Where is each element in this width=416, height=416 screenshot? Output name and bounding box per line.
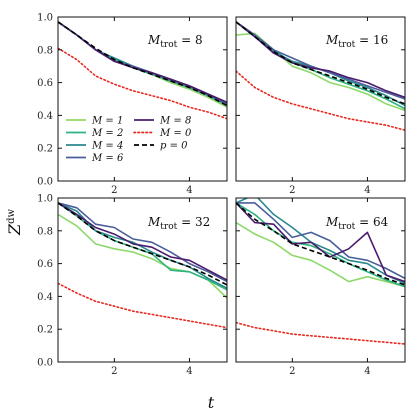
panel-frame xyxy=(235,16,406,182)
series-group xyxy=(236,21,405,131)
y-tick-label: 1.0 xyxy=(37,194,53,205)
legend-label: M = 4 xyxy=(91,141,123,152)
y-tick-label: 0.2 xyxy=(37,144,53,155)
legend-label: M = 8 xyxy=(159,116,191,127)
series-line-m0 xyxy=(236,70,405,131)
series-line-m6 xyxy=(58,202,227,283)
panel-label: Mtrot = 16 xyxy=(325,33,388,50)
series-line-m0 xyxy=(58,282,227,329)
x-tick-label: 4 xyxy=(364,366,370,377)
x-tick-label: 2 xyxy=(289,185,295,196)
series-line-p0 xyxy=(58,21,227,107)
legend-label: M = 1 xyxy=(91,116,123,127)
panel-frame xyxy=(235,197,406,363)
legend-label: M = 2 xyxy=(91,128,123,139)
y-tick-label: 0.6 xyxy=(37,259,53,270)
series-line-m6 xyxy=(236,202,405,280)
y-tick-label: 0.0 xyxy=(37,177,53,188)
series-line-p0 xyxy=(236,21,405,105)
panel-label: Mtrot = 8 xyxy=(147,33,203,50)
series-group xyxy=(236,198,405,345)
series-line-m1 xyxy=(236,221,405,288)
ticks: 0.0 0.2 0.4 0.6 0.8 1.0 2 4 xyxy=(37,194,227,377)
series-line-m0 xyxy=(58,47,227,120)
ticks: 0.0 0.2 0.4 0.6 0.8 1.0 2 4 xyxy=(37,13,227,196)
y-tick-label: 0.6 xyxy=(37,78,53,89)
x-tick-label: 2 xyxy=(111,185,117,196)
series-line-p0 xyxy=(58,202,227,286)
series-line-m4 xyxy=(236,198,405,285)
legend-label: p = 0 xyxy=(160,141,188,152)
legend: M = 1M = 2 M = 4M = 6 M = 8M = 0 p = 0 xyxy=(66,116,192,164)
x-tick-label: 4 xyxy=(186,185,192,196)
series-group xyxy=(58,21,227,120)
x-tick-label: 4 xyxy=(364,185,370,196)
panel-label: Mtrot = 64 xyxy=(325,215,389,232)
y-axis-title: Zdw xyxy=(5,209,24,237)
legend-label: M = 0 xyxy=(159,128,192,139)
y-tick-label: 0.2 xyxy=(37,325,53,336)
series-line-m0 xyxy=(236,321,405,345)
x-tick-label: 4 xyxy=(186,366,192,377)
panel-1: 0.0 0.2 0.4 0.6 0.8 1.0 2 4 Mtrot = 8 xyxy=(37,13,228,196)
series-line-m8 xyxy=(236,202,405,283)
panel-3: 0.0 0.2 0.4 0.6 0.8 1.0 2 4 Mtrot = 32 xyxy=(37,194,228,377)
x-axis-title: t xyxy=(208,393,215,412)
y-tick-label: 0.4 xyxy=(37,111,53,122)
y-tick-label: 0.4 xyxy=(37,292,53,303)
y-tick-label: 0.0 xyxy=(37,358,53,369)
y-tick-label: 0.8 xyxy=(37,45,53,56)
x-tick-label: 2 xyxy=(111,366,117,377)
series-line-m8 xyxy=(58,202,227,281)
x-tick-label: 2 xyxy=(289,366,295,377)
panel-label: Mtrot = 32 xyxy=(147,215,210,232)
y-tick-label: 1.0 xyxy=(37,13,53,24)
series-group xyxy=(58,202,227,329)
series-line-p0 xyxy=(236,202,405,286)
legend-label: M = 6 xyxy=(91,153,124,164)
panel-frame xyxy=(57,197,228,363)
panel-frame xyxy=(57,16,228,182)
y-tick-label: 0.8 xyxy=(37,226,53,237)
